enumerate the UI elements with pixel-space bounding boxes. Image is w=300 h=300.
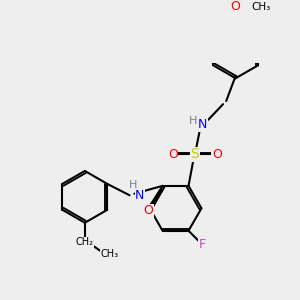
Text: O: O	[143, 205, 153, 218]
Text: N: N	[135, 189, 145, 202]
Text: N: N	[198, 118, 207, 131]
Text: CH₃: CH₃	[251, 2, 270, 12]
Text: CH₂: CH₂	[76, 237, 94, 248]
Text: O: O	[212, 148, 222, 161]
Text: O: O	[231, 0, 241, 13]
Text: H: H	[189, 116, 197, 127]
Text: F: F	[199, 238, 206, 251]
Text: CH₃: CH₃	[101, 249, 119, 259]
Text: O: O	[168, 148, 178, 161]
Text: H: H	[129, 180, 137, 190]
Text: S: S	[190, 147, 199, 161]
